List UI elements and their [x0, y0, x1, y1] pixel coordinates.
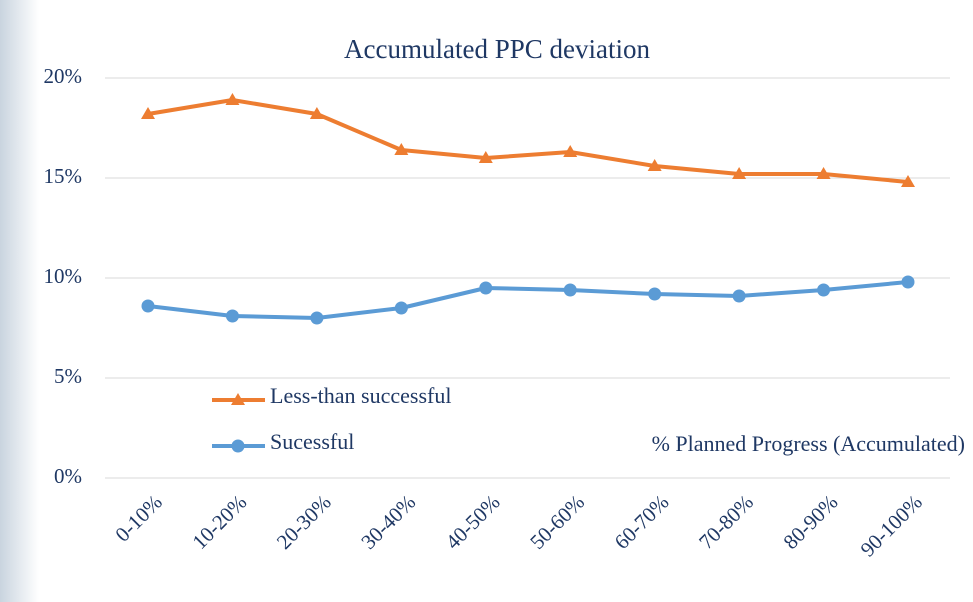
marker: [648, 287, 662, 301]
marker: [141, 107, 155, 119]
marker: [901, 175, 915, 187]
y-tick-label: 15%: [44, 164, 83, 188]
y-tick-label: 5%: [54, 364, 82, 388]
legend-marker: [231, 393, 245, 405]
marker: [563, 145, 578, 157]
x-axis-title: % Planned Progress (Accumulated): [652, 431, 965, 456]
marker: [647, 159, 662, 171]
marker: [394, 143, 409, 155]
marker: [225, 93, 240, 105]
y-tick-label: 10%: [44, 264, 83, 288]
marker: [225, 309, 239, 323]
chart-title: Accumulated PPC deviation: [344, 34, 650, 64]
marker: [732, 289, 746, 303]
marker: [901, 275, 915, 289]
marker: [479, 281, 493, 295]
marker: [816, 167, 831, 179]
legend-label: Less-than successful: [270, 383, 451, 408]
series-line: [147, 98, 909, 184]
marker: [309, 107, 324, 119]
marker: [310, 311, 324, 325]
marker: [563, 283, 577, 297]
marker: [394, 301, 408, 315]
marker: [817, 283, 831, 297]
marker: [478, 151, 493, 163]
legend-marker: [231, 439, 245, 453]
legend-label: Sucessful: [270, 429, 354, 454]
marker: [732, 167, 747, 179]
series-line: [147, 280, 909, 320]
y-tick-label: 0%: [54, 464, 82, 488]
y-tick-label: 20%: [44, 64, 83, 88]
marker: [141, 299, 155, 313]
